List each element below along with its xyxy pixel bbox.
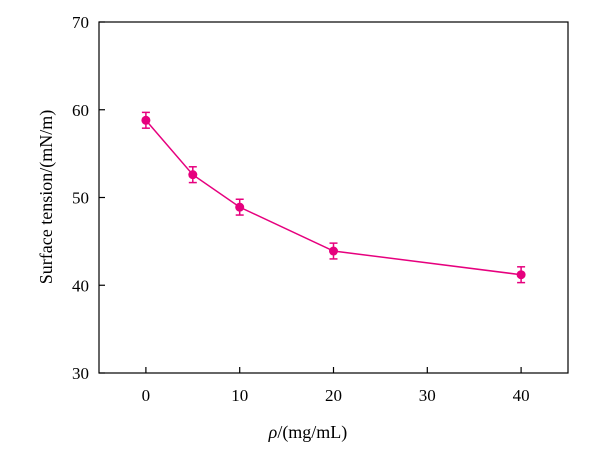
y-tick-label: 50 [72, 189, 89, 208]
y-tick-label: 30 [72, 364, 89, 383]
y-tick-label: 70 [72, 13, 89, 32]
x-axis-variable: ρ [268, 422, 278, 442]
data-point [141, 115, 151, 125]
data-series [141, 111, 526, 284]
tick-labels: 30 40 50 60 70 0 10 20 30 40 [72, 13, 530, 405]
x-tick-label: 40 [513, 386, 530, 405]
y-tick-label: 40 [72, 276, 89, 295]
x-tick-label: 10 [231, 386, 248, 405]
data-point [235, 202, 245, 212]
x-axis-label: ρ/(mg/mL) [268, 422, 348, 443]
x-tick-label: 20 [325, 386, 342, 405]
data-point [329, 246, 338, 256]
x-tick-label: 0 [142, 386, 151, 405]
y-tick-label: 60 [72, 101, 89, 120]
data-point [188, 170, 198, 180]
y-axis-label: Surface tension/(mN/m) [36, 110, 57, 284]
axis-ticks [99, 21, 522, 374]
x-tick-label: 30 [419, 386, 436, 405]
data-point [516, 270, 526, 280]
plot-frame [98, 21, 569, 374]
x-axis-unit: /(mg/mL) [277, 422, 347, 443]
